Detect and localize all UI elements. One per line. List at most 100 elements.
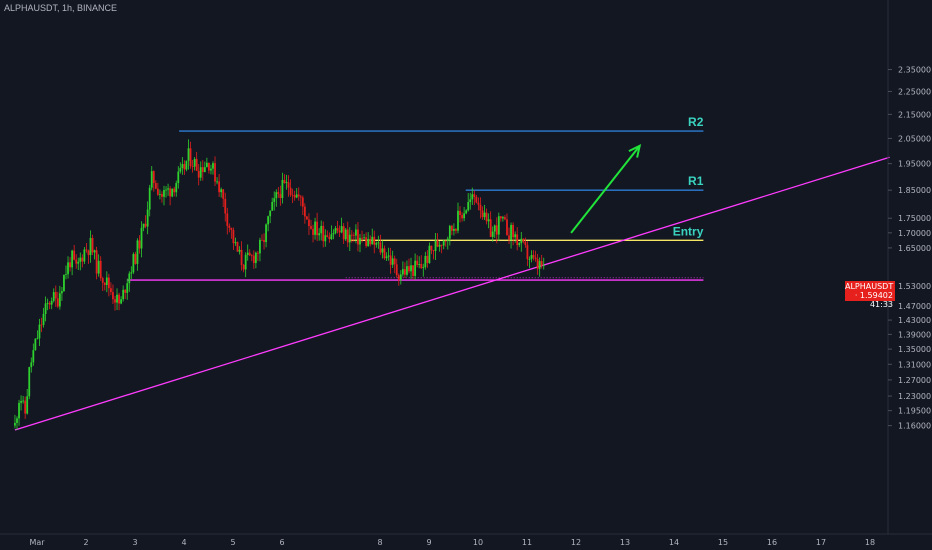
candle-body: [183, 164, 186, 170]
candle-body: [156, 188, 159, 195]
candle-body: [418, 264, 421, 265]
candle-body: [177, 171, 180, 184]
level-label-r1: R1: [688, 174, 704, 188]
candle-body: [224, 198, 227, 214]
price-tick-label: 1.53000: [898, 282, 931, 291]
time-tick-label: Mar: [29, 538, 45, 547]
candle-body: [340, 226, 343, 233]
candle-body: [250, 255, 253, 257]
candle-body: [40, 324, 43, 326]
candle-body: [193, 158, 196, 167]
candle-body: [189, 148, 192, 166]
candle-body: [173, 188, 176, 193]
candle-body: [273, 198, 276, 202]
price-tick-label: 2.25000: [898, 87, 931, 96]
candle-body: [205, 162, 208, 168]
candle-body: [218, 181, 221, 193]
candle-body: [499, 216, 502, 219]
candle-body: [377, 242, 380, 244]
candle-body: [18, 402, 20, 419]
candle-body: [450, 225, 453, 231]
candle-body: [424, 255, 427, 268]
symbol-label: ALPHAUSDT, 1h, BINANCE: [4, 3, 118, 13]
candle-body: [428, 245, 431, 263]
candle-body: [154, 183, 157, 189]
time-axis[interactable]: Mar 2 3 4 5 6 8 9 10 11 12 13 14 15 16 17 18: [29, 538, 875, 547]
candle-body: [287, 182, 290, 188]
candle-body: [259, 239, 261, 254]
candle-body: [401, 269, 404, 275]
candle-body: [479, 204, 482, 211]
candle-body: [24, 400, 27, 414]
candle-body: [214, 163, 216, 182]
candle-body: [357, 229, 359, 245]
candle-body: [295, 194, 298, 198]
candle-body: [459, 210, 461, 215]
candle-body: [365, 237, 368, 246]
candle-body: [36, 338, 39, 340]
candle-body: [195, 158, 198, 171]
price-tick-label: 2.15000: [898, 110, 931, 119]
annotations: R2 R1 Entry: [14, 115, 890, 431]
candle-body: [522, 238, 525, 242]
candle-body: [79, 257, 82, 262]
candle-body: [134, 254, 137, 264]
candle-body: [163, 190, 165, 197]
time-tick-label: 18: [865, 538, 875, 547]
candle-body: [191, 165, 194, 167]
candle-body: [504, 217, 506, 220]
candle-body: [485, 212, 488, 222]
candle-body: [495, 225, 498, 235]
candle-body: [52, 292, 55, 301]
candle-body: [301, 197, 304, 207]
price-tick-label: 2.35000: [898, 66, 931, 75]
candle-body: [346, 229, 349, 243]
candle-body: [130, 272, 133, 274]
candle-body: [350, 234, 353, 236]
candle-body: [132, 254, 135, 273]
candle-body: [371, 236, 374, 245]
candle-body: [216, 181, 218, 183]
candle-body: [85, 249, 88, 251]
candle-body: [281, 179, 284, 199]
candle-body: [395, 264, 398, 276]
candle-body: [226, 213, 229, 226]
candle-body: [159, 194, 161, 195]
candle-body: [491, 231, 494, 237]
level-label-r2: R2: [688, 115, 704, 129]
price-axis[interactable]: 2.35000 2.25000 2.15000 2.05000 1.95000 1.850…: [888, 66, 931, 431]
candle-body: [422, 267, 425, 268]
candle-body: [238, 249, 241, 252]
candle-body: [279, 193, 282, 199]
candle-body: [328, 236, 331, 240]
candle-body: [289, 187, 292, 195]
candle-body: [16, 418, 18, 423]
candle-body: [467, 202, 470, 211]
candle-body: [387, 255, 390, 257]
time-tick-label: 11: [522, 538, 532, 547]
candle-body: [373, 236, 376, 245]
candle-body: [87, 250, 90, 256]
candle-body: [75, 259, 78, 264]
candle-body: [538, 261, 541, 269]
time-tick-label: 16: [767, 538, 777, 547]
candle-body: [203, 167, 206, 173]
support-trendline: [14, 156, 890, 431]
candle-body: [367, 238, 370, 246]
price-tick-label: 1.27000: [898, 376, 931, 385]
candle-body: [518, 243, 521, 246]
candle-body: [120, 299, 123, 304]
candle-body: [308, 219, 310, 227]
candle-body: [95, 250, 98, 274]
candle-body: [326, 235, 329, 237]
candle-body: [375, 243, 378, 245]
candle-body: [83, 249, 86, 262]
candle-body: [316, 221, 319, 236]
candle-body: [436, 240, 439, 247]
candle-body: [432, 250, 435, 252]
candle-body: [446, 238, 449, 241]
candle-body: [330, 234, 333, 240]
candle-body: [318, 233, 321, 236]
candle-body: [144, 223, 147, 227]
